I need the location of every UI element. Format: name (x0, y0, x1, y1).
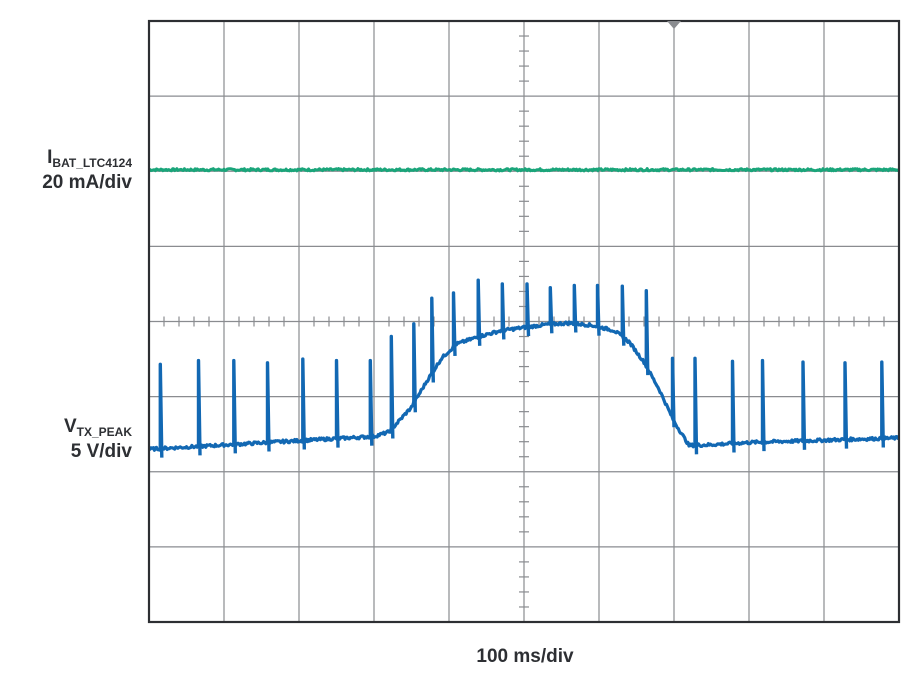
vtx-spike (693, 356, 699, 455)
vtx-scale: 5 V/div (70, 441, 132, 462)
vtx-spike (843, 361, 849, 449)
vtx-spike (548, 286, 554, 334)
vtx-spike (158, 362, 164, 458)
vtx-spike (595, 283, 601, 336)
vtx-spike (760, 358, 766, 452)
vtx-channel-label: VTX_PEAK 5 V/div (0, 415, 132, 463)
vtx-label-sub: TX_PEAK (76, 425, 132, 439)
vtx-spike (451, 291, 457, 356)
vtx-label-main: V (63, 416, 77, 437)
vtx-spike (334, 358, 340, 448)
vtx-spike (368, 358, 374, 446)
vtx-trace (148, 320, 900, 452)
vtx-spike (430, 296, 435, 383)
plot-frame (147, 19, 901, 624)
ibat-channel-label: IBAT_LTC4124 20 mA/div (0, 146, 132, 194)
vtx-spike (644, 289, 650, 376)
vtx-spike (572, 283, 578, 333)
vtx-spike (525, 282, 531, 337)
vtx-spike (265, 361, 271, 452)
vtx-spike (620, 284, 626, 346)
traces (148, 167, 900, 458)
vtx-spike (232, 358, 237, 454)
trigger-marker (667, 21, 681, 29)
vtx-spike (500, 282, 506, 340)
vtx-spike (301, 357, 306, 450)
vtx-spike (476, 278, 482, 346)
vtx-spike (801, 360, 807, 450)
ibat-label-main: I (47, 147, 53, 168)
vtx-spike (196, 358, 202, 456)
vtx-spike (670, 356, 676, 428)
vtx-spike (880, 360, 885, 448)
ibat-label-sub: BAT_LTC4124 (52, 156, 132, 170)
vtx-spike (730, 359, 736, 453)
vtx-spike (412, 322, 417, 413)
ibat-scale: 20 mA/div (42, 172, 132, 193)
x-axis-label: 100 ms/div (476, 646, 574, 667)
ibat-trace (148, 167, 900, 173)
grid (149, 21, 899, 622)
vtx-spike (389, 334, 395, 439)
